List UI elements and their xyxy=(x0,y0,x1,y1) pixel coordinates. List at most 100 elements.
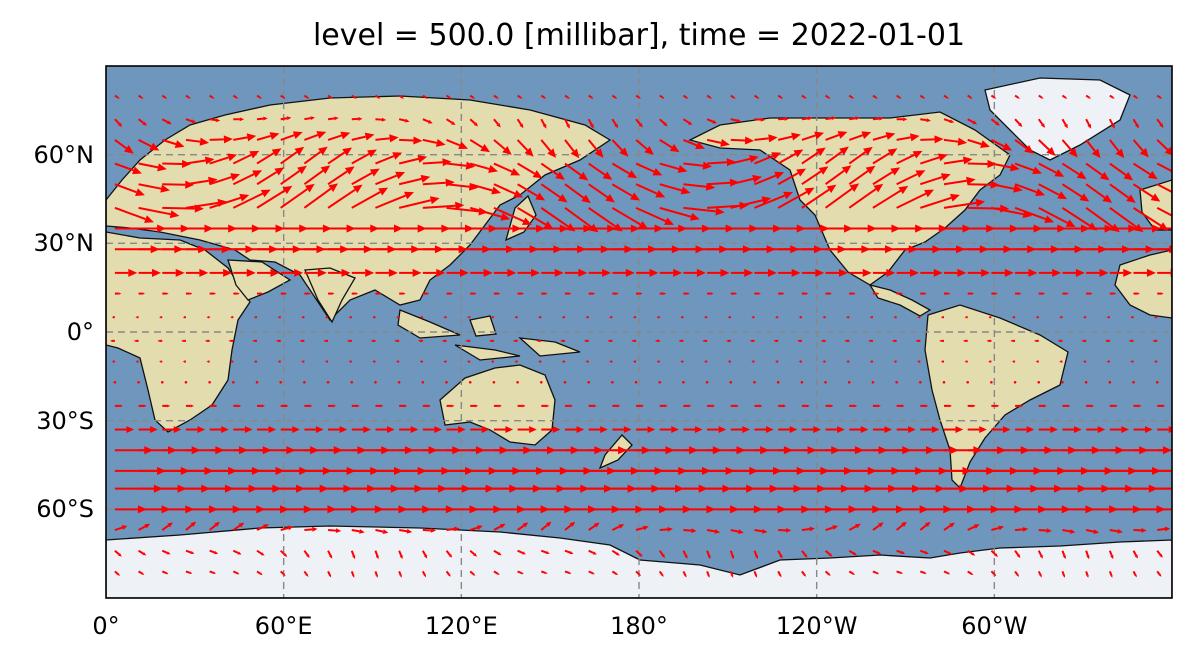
wind-arrow xyxy=(303,165,331,186)
wind-arrow xyxy=(754,404,763,408)
wind-arrow xyxy=(822,316,826,319)
wind-arrow xyxy=(1132,162,1158,180)
wind-arrow xyxy=(869,316,873,319)
wind-arrow xyxy=(301,316,305,319)
wind-arrow xyxy=(469,570,476,576)
wind-arrow xyxy=(469,525,483,531)
wind-arrow xyxy=(517,404,526,408)
wind-arrow xyxy=(161,522,173,531)
wind-arrow xyxy=(659,94,665,99)
wind-arrow xyxy=(111,316,115,319)
wind-arrow xyxy=(350,571,355,578)
wind-arrow xyxy=(372,360,376,363)
wind-arrow xyxy=(1038,94,1044,99)
wind-arrow xyxy=(611,118,619,129)
wind-arrow xyxy=(540,549,550,555)
wind-arrow xyxy=(919,549,929,555)
wind-arrow xyxy=(1132,118,1139,129)
wind-arrow xyxy=(280,570,286,577)
wind-arrow xyxy=(754,191,793,209)
wind-arrow xyxy=(991,183,1023,193)
wind-arrow xyxy=(919,173,951,186)
wind-arrow xyxy=(114,268,138,277)
wind-arrow xyxy=(114,292,122,295)
wind-arrow xyxy=(707,158,736,167)
wind-arrow xyxy=(232,549,242,555)
wind-arrow xyxy=(849,268,872,277)
wind-arrow xyxy=(964,316,968,319)
wind-arrow xyxy=(967,570,974,576)
wind-arrow xyxy=(1157,227,1172,230)
wind-arrow xyxy=(659,292,667,295)
wind-arrow xyxy=(162,404,171,408)
wind-arrow xyxy=(422,426,443,433)
wind-arrow xyxy=(279,380,283,384)
wind-arrow xyxy=(1157,469,1172,472)
wind-arrow xyxy=(469,118,479,127)
wind-arrow xyxy=(564,268,588,277)
wind-arrow xyxy=(725,339,731,342)
wind-arrow xyxy=(1038,162,1065,177)
wind-arrow xyxy=(209,135,233,144)
wind-arrow xyxy=(1153,316,1158,319)
wind-arrow xyxy=(280,426,300,433)
wind-arrow xyxy=(706,571,710,578)
wind-arrow xyxy=(824,570,831,576)
wind-arrow xyxy=(824,183,860,209)
wind-arrow xyxy=(541,292,548,295)
wind-arrow xyxy=(801,147,826,165)
wind-arrow xyxy=(159,316,163,319)
wind-arrow xyxy=(943,156,973,165)
wind-arrow xyxy=(185,176,218,186)
wind-arrow xyxy=(540,94,547,99)
wind-arrow xyxy=(564,426,585,433)
wind-arrow xyxy=(1015,268,1038,277)
wind-arrow xyxy=(493,118,501,128)
wind-arrow xyxy=(253,316,258,319)
wind-arrow xyxy=(706,138,730,147)
wind-arrow xyxy=(848,165,876,186)
wind-arrow xyxy=(1010,339,1016,342)
wind-arrow xyxy=(658,380,662,384)
wind-arrow xyxy=(185,549,195,555)
wind-arrow xyxy=(1133,268,1156,277)
wind-arrow xyxy=(138,549,147,556)
wind-arrow xyxy=(517,549,526,555)
wind-arrow xyxy=(777,550,783,559)
wind-arrow xyxy=(304,268,327,277)
wind-arrow xyxy=(588,522,600,531)
lon-tick-label: 60°E xyxy=(254,612,313,640)
wind-arrow xyxy=(1133,404,1142,408)
wind-arrow xyxy=(351,529,365,534)
wind-arrow xyxy=(185,94,191,99)
wind-arrow xyxy=(682,94,689,99)
wind-arrow xyxy=(111,360,115,363)
wind-arrow xyxy=(635,118,643,128)
wind-arrow xyxy=(824,146,849,165)
wind-arrow xyxy=(777,94,783,99)
wind-arrow xyxy=(778,426,798,433)
wind-arrow xyxy=(1153,360,1158,363)
wind-arrow xyxy=(990,380,993,384)
wind-arrow xyxy=(422,292,430,295)
wind-arrow xyxy=(540,521,552,531)
wind-arrow xyxy=(1133,527,1147,533)
wind-arrow xyxy=(1013,380,1017,384)
wind-arrow xyxy=(730,118,742,123)
wind-arrow xyxy=(801,268,825,277)
wind-arrow xyxy=(659,139,680,153)
wind-arrow xyxy=(585,360,589,363)
wind-arrow xyxy=(493,139,512,155)
wind-arrow xyxy=(398,196,440,209)
greenland-ice xyxy=(984,77,1131,161)
wind-arrow xyxy=(635,549,643,557)
wind-arrow xyxy=(1061,94,1068,99)
wind-arrow xyxy=(635,206,674,225)
wind-arrow xyxy=(1033,339,1039,342)
wind-arrow xyxy=(421,380,425,384)
new-zealand-islands xyxy=(598,434,633,470)
wind-arrow xyxy=(1130,360,1134,363)
wind-arrow xyxy=(564,521,576,531)
wind-arrow xyxy=(304,292,311,295)
wind-arrow xyxy=(730,529,744,534)
